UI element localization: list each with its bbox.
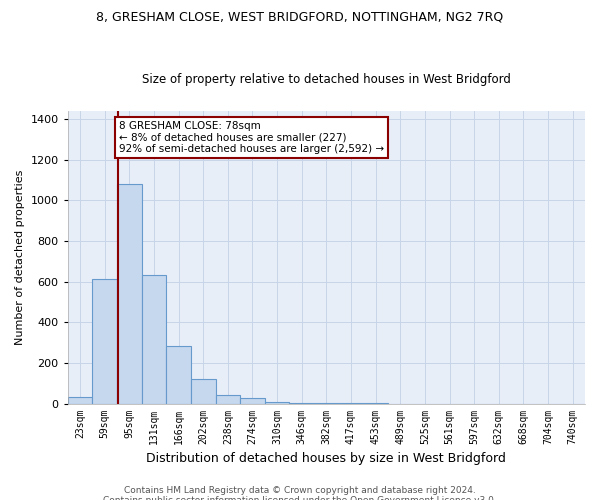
Text: Contains HM Land Registry data © Crown copyright and database right 2024.: Contains HM Land Registry data © Crown c… <box>124 486 476 495</box>
Bar <box>240 398 265 404</box>
Text: Contains public sector information licensed under the Open Government Licence v3: Contains public sector information licen… <box>103 496 497 500</box>
Bar <box>166 346 191 404</box>
Title: Size of property relative to detached houses in West Bridgford: Size of property relative to detached ho… <box>142 73 511 86</box>
Text: 8 GRESHAM CLOSE: 78sqm
← 8% of detached houses are smaller (227)
92% of semi-det: 8 GRESHAM CLOSE: 78sqm ← 8% of detached … <box>119 121 384 154</box>
X-axis label: Distribution of detached houses by size in West Bridgford: Distribution of detached houses by size … <box>146 452 506 465</box>
Bar <box>92 278 117 404</box>
Bar <box>191 379 215 404</box>
Bar <box>265 402 289 404</box>
Bar <box>215 396 240 404</box>
Text: 8, GRESHAM CLOSE, WEST BRIDGFORD, NOTTINGHAM, NG2 7RQ: 8, GRESHAM CLOSE, WEST BRIDGFORD, NOTTIN… <box>97 10 503 23</box>
Y-axis label: Number of detached properties: Number of detached properties <box>15 170 25 345</box>
Bar <box>68 398 92 404</box>
Bar <box>117 184 142 404</box>
Bar <box>142 276 166 404</box>
Bar <box>289 402 314 404</box>
